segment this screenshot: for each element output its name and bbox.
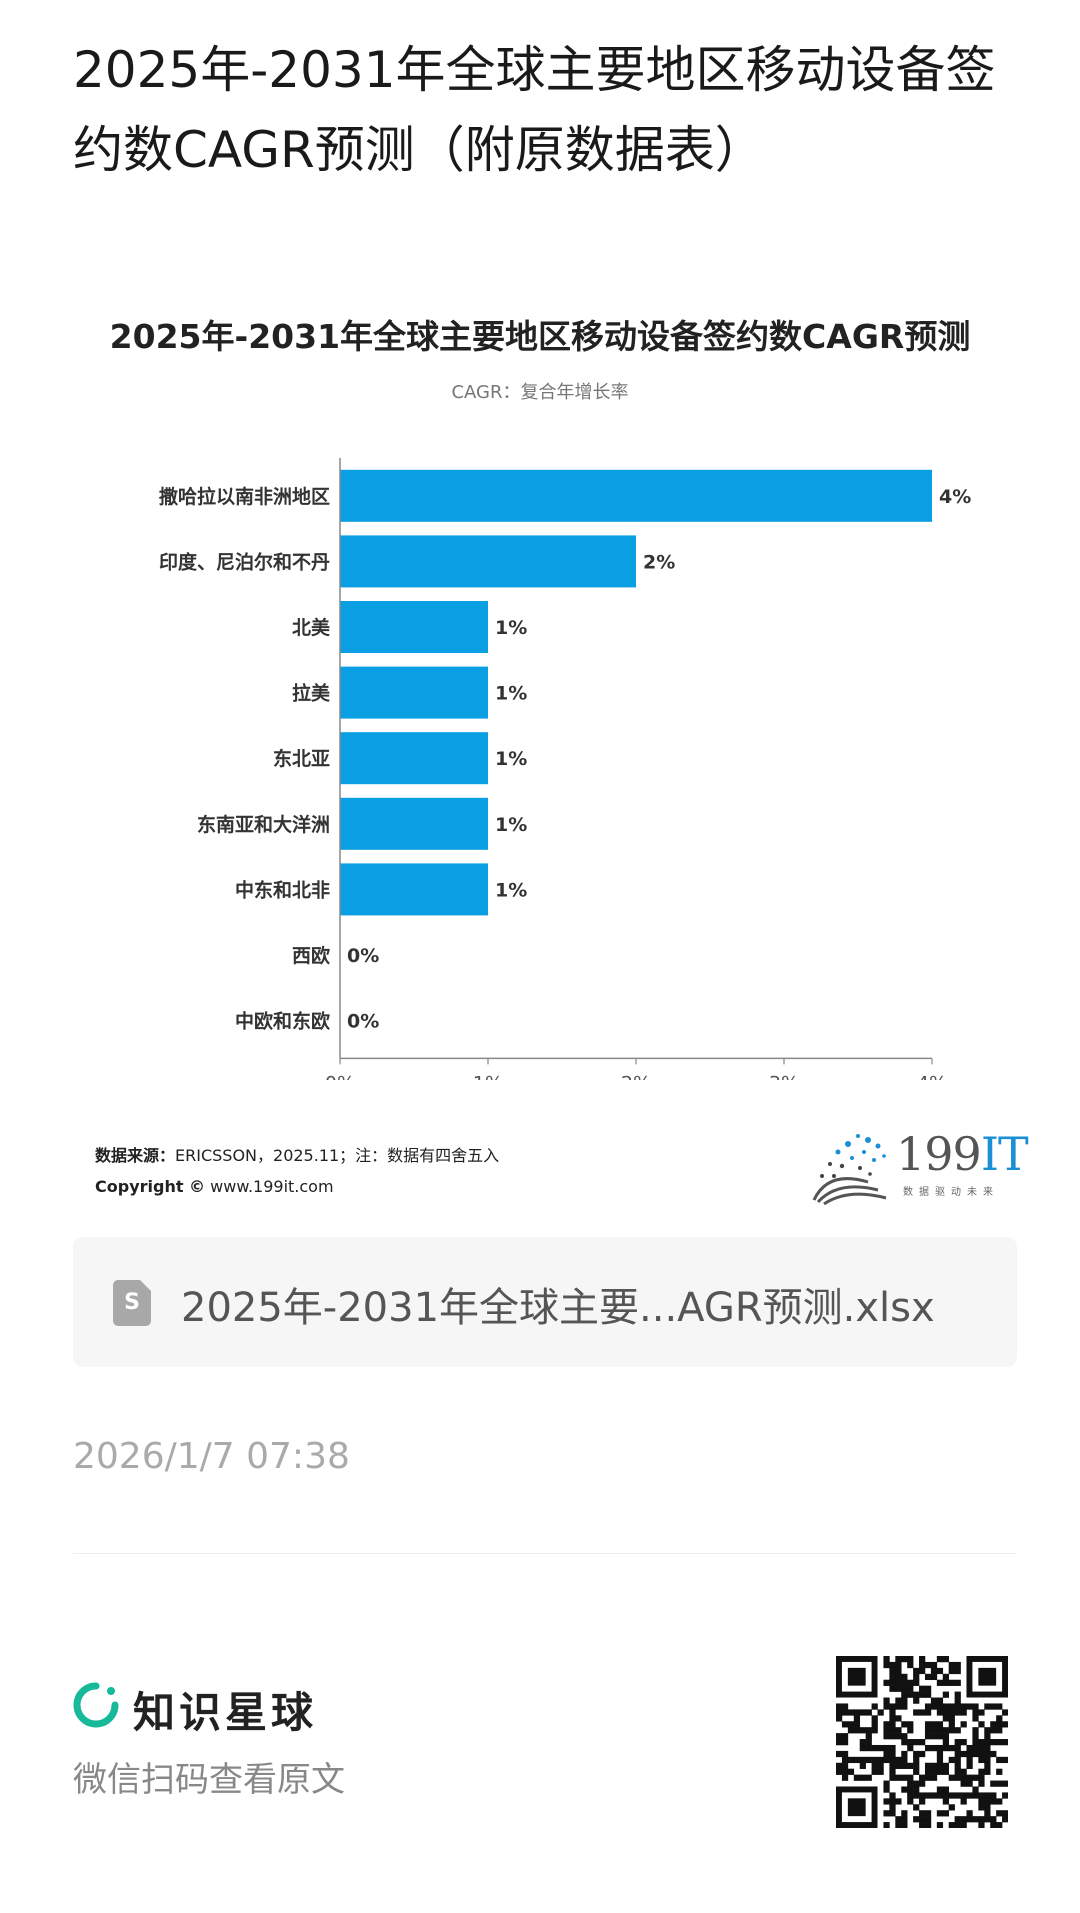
category-label: 中欧和东欧 (235, 1010, 330, 1033)
bar (340, 797, 488, 850)
x-tick-label: 1% (473, 1072, 503, 1080)
x-tick-label: 3% (769, 1072, 799, 1080)
scan-cta: 微信扫码查看原文 (73, 1760, 345, 1800)
file-attachment[interactable]: S 2025年-2031年全球主要...AGR预测.xlsx (73, 1237, 1017, 1367)
category-label: 东北亚 (273, 747, 330, 770)
divider (73, 1553, 1017, 1554)
data-label: 1% (495, 683, 527, 705)
bar (340, 863, 488, 916)
logo-199it: 199IT 数据驱动未来 (808, 1125, 1029, 1205)
post-timestamp: 2026/1/7 07:38 (73, 1436, 350, 1477)
data-label: 0% (347, 945, 379, 967)
category-label: 中东和北非 (235, 878, 330, 901)
data-label: 1% (495, 617, 527, 639)
bar (340, 535, 636, 588)
bar (340, 666, 488, 719)
source-text: ERICSSON，2025.11；注：数据有四舍五入 (175, 1146, 500, 1165)
bar (340, 732, 488, 785)
category-label: 拉美 (292, 682, 331, 705)
source-label: 数据来源： (95, 1146, 176, 1165)
qr-code[interactable] (836, 1656, 1008, 1828)
spreadsheet-file-icon: S (113, 1280, 151, 1326)
brand-name: 知识星球 (133, 1688, 318, 1737)
category-label: 北美 (292, 616, 331, 639)
category-label: 东南亚和大洋洲 (197, 813, 330, 836)
x-tick-label: 2% (621, 1072, 651, 1080)
bar (340, 469, 932, 522)
bar-chart: 撒哈拉以南非洲地区 4% 印度、尼泊尔和不丹 2% 北美 1% 拉美 1% 东北亚 1% 东南亚和大… (159, 458, 971, 1080)
logo-dots-icon (812, 1134, 887, 1205)
copyright-url: www.199it.com (210, 1177, 334, 1196)
logo-tagline: 数据驱动未来 (903, 1187, 999, 1198)
data-label: 1% (495, 748, 527, 770)
chart-subtitle: CAGR：复合年增长率 (451, 382, 629, 403)
category-label: 西欧 (292, 944, 330, 967)
data-label: 0% (347, 1011, 379, 1033)
x-tick-label: 4% (917, 1072, 947, 1080)
category-label: 撒哈拉以南非洲地区 (159, 485, 330, 508)
chart-title: 2025年-2031年全球主要地区移动设备签约数CAGR预测 (109, 317, 971, 356)
post-title: 2025年-2031年全球主要地区移动设备签约数CAGR预测（附原数据表） (73, 41, 996, 179)
category-label: 印度、尼泊尔和不丹 (159, 550, 330, 573)
source-block: 数据来源：ERICSSON，2025.11；注：数据有四舍五入 Copyrigh… (95, 1140, 499, 1202)
file-name: 2025年-2031年全球主要...AGR预测.xlsx (181, 1285, 935, 1331)
data-label: 4% (939, 486, 971, 508)
logo-text: 199IT (896, 1127, 1029, 1181)
x-tick-label: 0% (325, 1072, 355, 1080)
data-label: 2% (643, 551, 675, 573)
data-label: 1% (495, 879, 527, 901)
copyright-label: Copyright © (95, 1177, 206, 1196)
zsxq-logo-icon (73, 1682, 119, 1728)
data-label: 1% (495, 814, 527, 836)
bar (340, 601, 488, 653)
